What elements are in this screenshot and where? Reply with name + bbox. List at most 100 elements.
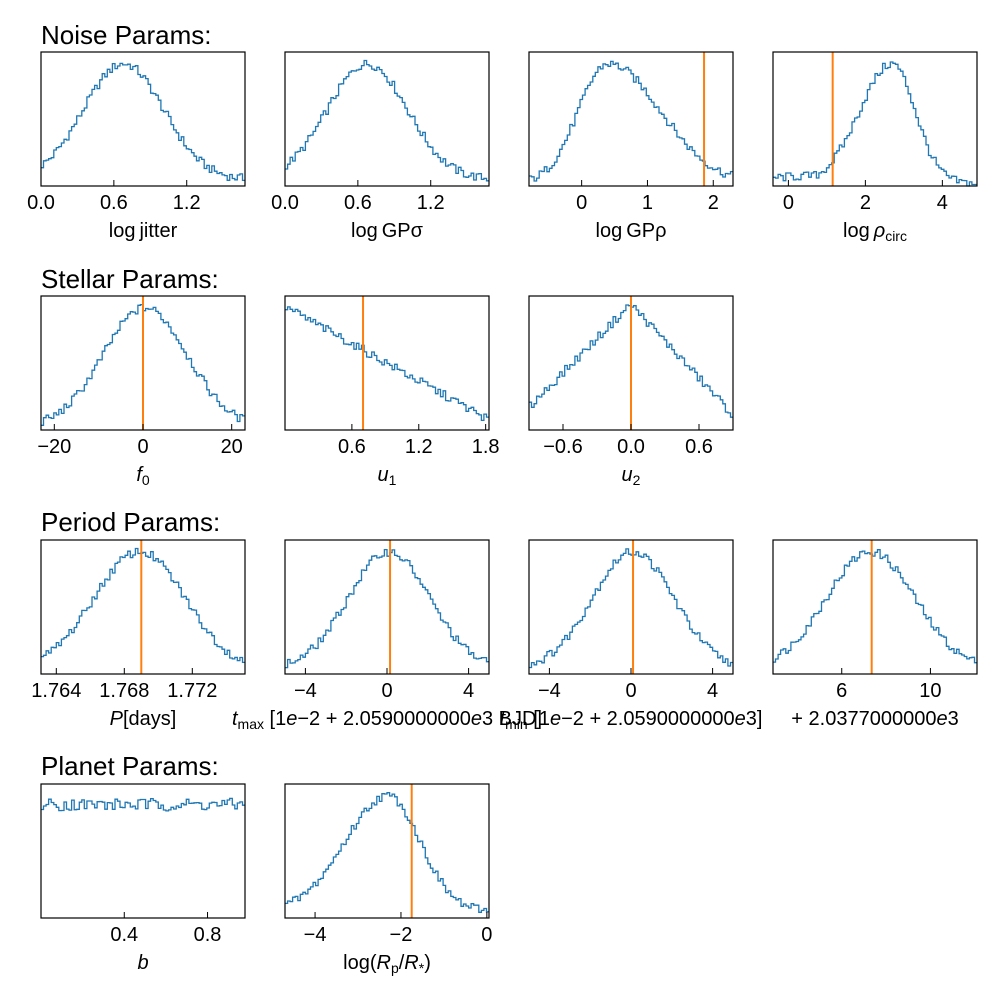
axis-label-6: u2 [622,464,641,488]
section-title-noise: Noise Params: [41,20,212,50]
axis-label-2: log GPρ [596,220,667,242]
axis-label-part-3-2: circ [885,228,907,244]
axis-label-3: log ρcirc [843,220,907,244]
axis-label-part-6-0: u [622,464,633,486]
axis-label-part-6-1: 2 [633,472,641,488]
tick-label-11-0: 0.4 [110,924,138,946]
axis-label-part-12-3: / [399,952,405,974]
axis-label-part-8-0: t [232,708,239,730]
axis-label-0: log jitter [109,220,178,242]
axis-label-part-9-4: −2 + 2.0590000000 [561,708,735,730]
axes-frame-5 [284,295,490,431]
hist-series-8 [285,548,489,669]
axis-label-part-8-2: [1 [264,708,286,730]
axis-label-part-9-3: e [550,708,561,730]
axis-label-1: log GPσ [351,220,424,242]
axis-label-part-12-6: ) [424,952,431,974]
axis-label-part-10-1: e [936,708,947,730]
hist-panel-3: 0 2 4 log ρcirc [772,51,978,244]
axes-frame-8 [284,539,490,675]
tick-label-5-2: 1.8 [472,436,500,458]
hist-panel-0: 0.0 0.6 1.2 log jitter [27,51,246,242]
axis-label-part-4-1: 0 [142,472,150,488]
tick-label-4-1: 0 [137,436,148,458]
tick-label-12-2: 0 [481,924,492,946]
axis-label-part-5-0: u [378,464,389,486]
axis-label-part-8-1: max [238,716,264,732]
histogram-panels: 0.0 0.6 1.2 log jitter 0.0 0.6 1.2 log GPσ 0 1 2 lo… [27,51,978,976]
axis-label-part-1-0: log GPσ [351,220,424,242]
axes-frame-1 [284,51,490,187]
tick-label-1-0: 0.0 [271,192,299,214]
tick-label-12-1: −2 [390,924,413,946]
axis-label-part-9-1: min [505,716,528,732]
axis-label-part-12-2: p [391,960,399,976]
axis-label-11: b [137,952,148,974]
axis-label-part-9-2: [1 [528,708,550,730]
tick-label-0-0: 0.0 [27,192,55,214]
axis-label-part-5-1: 1 [389,472,397,488]
axis-label-8: tmax [1e−2 + 2.0590000000e3 BJD] [232,708,542,732]
axis-label-part-12-4: R [404,952,418,974]
axis-label-part-2-0: log GPρ [596,220,667,242]
hist-series-12 [285,792,489,913]
axis-label-part-9-5: e [735,708,746,730]
axis-label-part-9-0: t [500,708,507,730]
tick-label-9-0: −4 [538,680,561,702]
tick-label-6-2: 0.6 [685,436,713,458]
tick-label-0-1: 0.6 [100,192,128,214]
section-title-stellar: Stellar Params: [41,264,219,294]
tick-label-8-1: 0 [381,680,392,702]
axes-frame-11 [40,783,246,919]
axis-label-part-10-2: 3 [948,708,959,730]
hist-panel-11: 0.4 0.8 b [40,783,246,974]
axis-label-part-0-0: log jitter [109,220,178,242]
tick-label-8-2: 4 [463,680,474,702]
hist-panel-5: 0.6 1.2 1.8 u1 [284,295,500,488]
axis-label-part-8-5: e [471,708,482,730]
hist-series-3 [773,61,977,187]
axis-label-part-3-1: ρ [873,220,885,242]
tick-label-8-0: −4 [294,680,317,702]
axis-label-part-12-0: log( [343,952,377,974]
hist-panel-1: 0.0 0.6 1.2 log GPσ [271,51,490,242]
tick-label-2-1: 1 [642,192,653,214]
section-title-period: Period Params: [41,507,220,537]
tick-label-1-1: 0.6 [344,192,372,214]
tick-label-0-2: 1.2 [173,192,201,214]
tick-label-3-1: 2 [860,192,871,214]
axis-label-part-12-1: R [376,952,390,974]
axes-frame-7 [40,539,246,675]
axes-frame-3 [772,51,978,187]
hist-series-11 [41,797,245,812]
tick-label-1-2: 1.2 [417,192,445,214]
hist-series-5 [285,306,489,422]
axis-label-part-7-1: [days] [123,708,176,730]
axis-label-part-12-5: * [419,960,425,976]
axes-frame-2 [528,51,734,187]
axis-label-5: u1 [378,464,397,488]
hist-series-10 [773,549,977,664]
tick-label-5-1: 1.2 [405,436,433,458]
axis-label-part-11-0: b [137,952,148,974]
tick-label-7-2: 1.772 [167,680,217,702]
tick-label-3-2: 4 [937,192,948,214]
hist-panel-10: 6 10 + 2.0377000000e3 [772,539,978,730]
axis-label-part-3-0: log [843,220,874,242]
hist-panel-2: 0 1 2 log GPρ [528,51,734,242]
tick-label-4-2: 20 [221,436,243,458]
axis-label-part-10-0: + 2.0377000000 [791,708,936,730]
axis-label-10: + 2.0377000000e3 [791,708,958,730]
axis-label-4: f0 [136,464,150,488]
axes-frame-0 [40,51,246,187]
tick-label-6-0: −0.6 [543,436,582,458]
axes-frame-10 [772,539,978,675]
axis-label-part-4-0: f [136,464,144,486]
axis-label-7: P[days] [110,708,177,730]
tick-label-2-2: 2 [708,192,719,214]
